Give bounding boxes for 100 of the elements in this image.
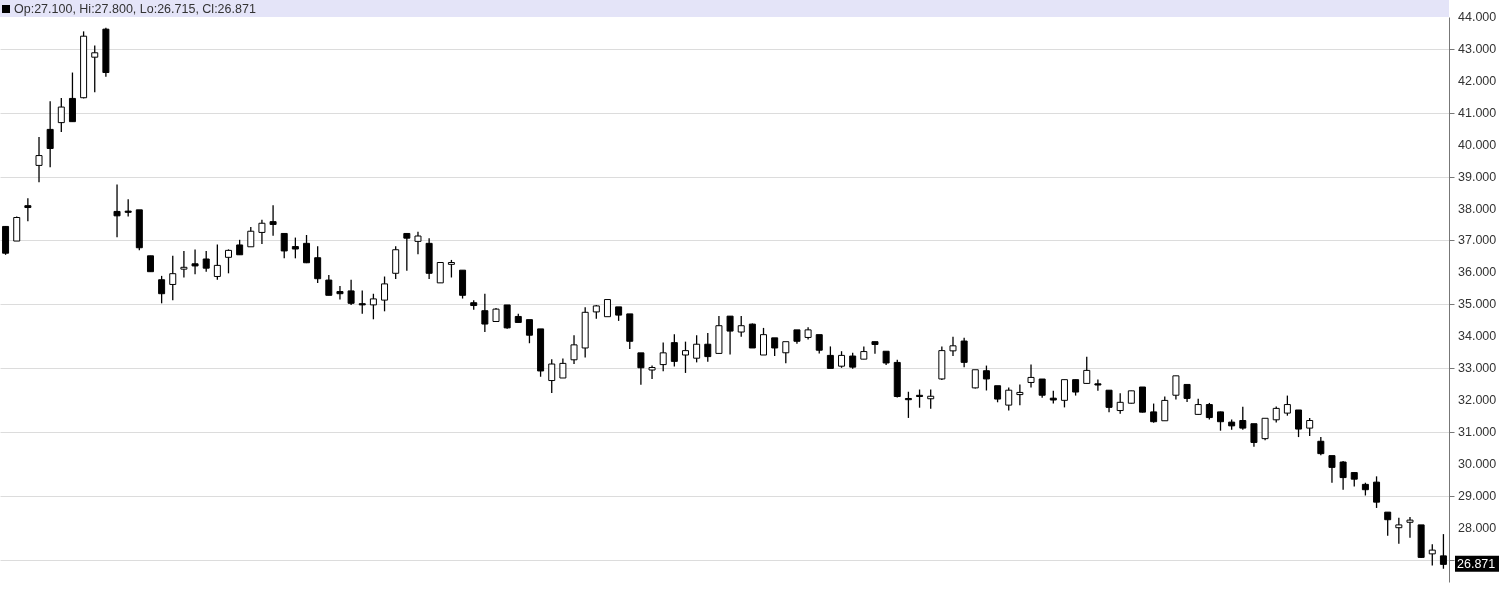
y-tick-label: 35.000	[1458, 297, 1497, 312]
y-tick-label: 42.000	[1458, 73, 1497, 88]
candlestick	[1116, 392, 1124, 415]
candlestick	[904, 391, 912, 419]
y-tick-label: 36.000	[1458, 265, 1497, 280]
candlestick	[91, 44, 99, 93]
candlestick	[180, 250, 188, 279]
y-tick-label: 44.000	[1458, 10, 1497, 24]
candlestick	[1027, 363, 1035, 389]
candlestick	[303, 234, 311, 264]
y-tick-label: 33.000	[1458, 361, 1497, 376]
candlestick	[1395, 517, 1403, 545]
y-tick-label: 38.000	[1458, 201, 1497, 216]
y-tick-label: 39.000	[1458, 169, 1497, 184]
candlestick	[748, 322, 756, 349]
candlestick	[1439, 533, 1447, 570]
y-tick-label: 31.000	[1458, 424, 1497, 439]
candlestick	[381, 275, 389, 312]
candlestick	[258, 219, 266, 245]
candlestick	[681, 340, 689, 374]
candlestick	[1261, 417, 1269, 441]
candlestick	[1317, 436, 1325, 456]
candlestick	[1005, 386, 1013, 412]
candlestick	[670, 333, 678, 368]
candlestick	[1328, 455, 1336, 484]
candlestick	[726, 315, 734, 356]
y-tick-label: 32.000	[1458, 393, 1497, 408]
candlestick	[1250, 423, 1258, 448]
candlestick	[525, 319, 533, 344]
candlestick	[648, 364, 656, 380]
candlestick	[960, 337, 968, 368]
candlestick	[1172, 375, 1180, 401]
candlestick	[225, 248, 232, 274]
candlestick	[280, 232, 288, 259]
candlestick	[1283, 394, 1291, 417]
y-tick-label: 43.000	[1458, 41, 1497, 56]
candlestick	[1060, 378, 1068, 409]
candlestick	[1161, 395, 1169, 422]
candlestick	[269, 204, 277, 237]
candlestick	[1239, 406, 1247, 431]
y-tick-label: 34.000	[1458, 329, 1497, 344]
candlestick	[982, 364, 990, 392]
candlestick	[548, 358, 556, 394]
candlestick	[704, 332, 712, 363]
candlestick	[314, 245, 322, 284]
candlestick	[1016, 383, 1024, 406]
candlestick	[13, 215, 21, 242]
y-tick-label: 41.000	[1458, 105, 1497, 120]
candlestick	[1038, 378, 1046, 399]
candlestick	[737, 315, 745, 338]
candlestick	[436, 261, 444, 284]
candlestick	[1306, 417, 1314, 437]
candlestick	[247, 226, 255, 248]
candlestick	[570, 334, 578, 365]
candlestick	[971, 369, 979, 390]
candlestick	[871, 340, 879, 355]
candlestick	[1105, 389, 1113, 413]
candlestick	[927, 388, 935, 410]
candlestick	[1428, 543, 1436, 567]
candlestick	[403, 232, 411, 272]
candlestick	[1217, 410, 1224, 432]
candlestick	[336, 285, 344, 301]
candlestick	[35, 136, 43, 183]
candlestick	[916, 388, 924, 409]
candlestick	[1295, 409, 1303, 438]
candlestick	[369, 293, 377, 320]
candlestick	[1083, 355, 1091, 385]
candlestick	[347, 279, 355, 306]
candlestick	[1384, 511, 1392, 537]
candlestick	[815, 334, 823, 355]
text: 26.871	[1457, 556, 1496, 571]
candlestick	[1373, 475, 1381, 509]
candlestick	[659, 341, 667, 372]
candlestick	[481, 293, 489, 333]
candlestick	[24, 197, 32, 222]
candlestick	[358, 289, 366, 315]
candlestick	[782, 341, 790, 364]
candlestick	[693, 334, 701, 364]
y-tick-label: 40.000	[1458, 137, 1497, 152]
candlestick	[1339, 460, 1347, 491]
candlestick	[46, 100, 54, 168]
candlestick	[325, 274, 333, 296]
candlestick	[191, 248, 199, 275]
candlestick	[414, 231, 422, 255]
candlestick	[559, 357, 567, 379]
candlestick	[949, 336, 957, 357]
candlestick	[113, 183, 121, 238]
candlestick	[291, 236, 299, 259]
candlestick	[760, 327, 768, 356]
candlestick	[1094, 378, 1102, 392]
candlestick	[158, 275, 166, 304]
y-tick-label: 29.000	[1458, 488, 1497, 503]
candlestick	[169, 255, 177, 301]
candlestick	[1150, 402, 1158, 424]
candlestick	[826, 345, 834, 369]
candlestick	[637, 352, 645, 386]
y-tick-label: 28.000	[1458, 520, 1497, 535]
y-tick-label: 30.000	[1458, 456, 1497, 471]
chart-title: Op:27.100, Hi:27.800, Lo:26.715, Cl:26.871	[14, 1, 256, 16]
candlestick	[503, 304, 511, 330]
